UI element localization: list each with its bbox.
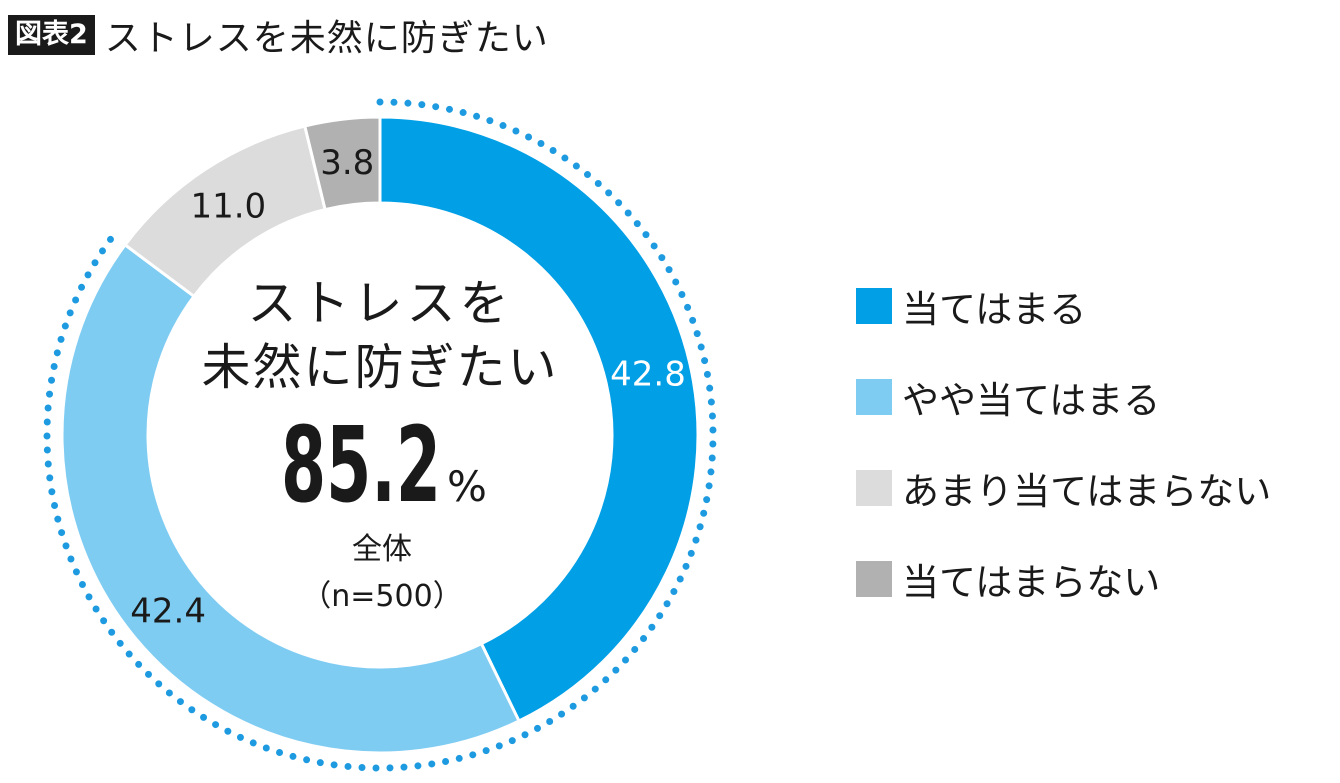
center-title-line-2: 未然に防ぎたい bbox=[201, 339, 558, 396]
slice-labels: 42.8 42.4 11.0 3.8 bbox=[130, 143, 686, 631]
chart-legend: 当てはまるやや当てはまるあまり当てはまらない 当てはまらない bbox=[856, 282, 1271, 646]
donut-slice-2 bbox=[60, 242, 522, 755]
figure-title: ストレスを未然に防ぎたい bbox=[104, 18, 549, 59]
legend-label: 当てはまらない bbox=[902, 561, 1161, 604]
legend-item-3: あまり当てはまらない bbox=[856, 464, 1272, 513]
donut-slices bbox=[60, 115, 700, 755]
legend-swatch bbox=[856, 379, 892, 415]
center-group-label: 全体 bbox=[352, 532, 412, 567]
legend-swatch bbox=[856, 561, 892, 597]
center-title-line-1: ストレスを bbox=[247, 275, 512, 332]
center-text: ストレスを 未然に防ぎたい 85.2% 全体 （n=500） bbox=[201, 275, 558, 614]
legend-swatch bbox=[856, 470, 892, 506]
slice-value-label-3: 11.0 bbox=[190, 187, 266, 227]
center-total-unit: % bbox=[447, 462, 487, 511]
slice-value-label-2: 42.4 bbox=[130, 591, 206, 631]
donut-chart: 42.8 42.4 11.0 3.8 ストレスを 未然に防ぎたい 85.2% 全体 （… bbox=[43, 98, 717, 772]
center-sample-size: （n=500） bbox=[301, 579, 462, 614]
slice-value-label-4: 3.8 bbox=[320, 143, 374, 183]
center-total: 85.2% bbox=[281, 404, 487, 526]
donut-slice-4 bbox=[302, 115, 382, 212]
slice-value-label-1: 42.8 bbox=[610, 354, 686, 394]
legend-item-2: やや当てはまる bbox=[856, 373, 1271, 422]
legend-item-4: 当てはまらない bbox=[856, 555, 1271, 604]
donut-slice-1 bbox=[378, 115, 700, 724]
center-total-value: 85.2 bbox=[281, 404, 441, 526]
highlight-dotted-ring bbox=[43, 98, 717, 772]
legend-swatch bbox=[856, 288, 892, 324]
figure-header: 図表2 ストレスを未然に防ぎたい bbox=[8, 12, 549, 59]
legend-item-1: 当てはまる bbox=[856, 282, 1271, 331]
legend-label: あまり当てはまらない bbox=[902, 470, 1272, 513]
legend-label: やや当てはまる bbox=[902, 379, 1161, 422]
legend-label: 当てはまる bbox=[902, 288, 1087, 331]
figure-number-tag: 図表2 bbox=[8, 15, 95, 55]
